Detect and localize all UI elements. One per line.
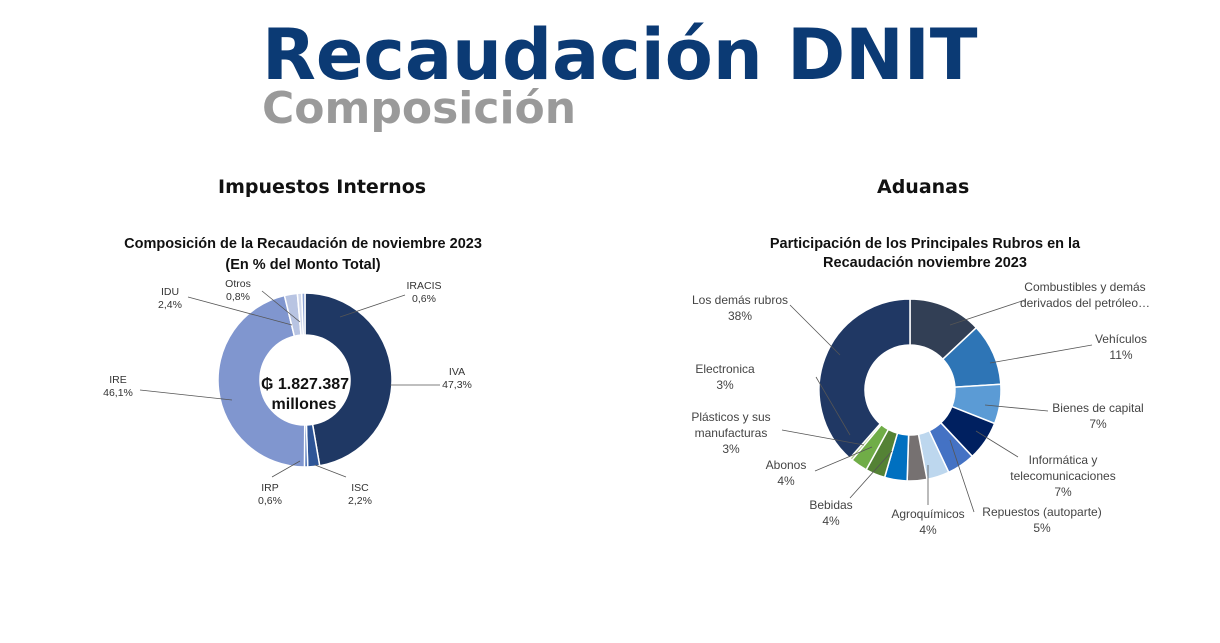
data-label: IRE [109,374,127,386]
data-label: 7% [1089,417,1107,431]
data-label: 2,4% [158,299,182,311]
data-label: Informática y [1029,453,1098,467]
data-label: Agroquímicos [891,507,964,521]
leader-line [814,446,873,472]
slice-ire [217,294,306,468]
chart-title: Participación de los Principales Rubros … [770,236,1081,252]
leader-line [261,290,301,323]
center-unit: millones [272,396,337,413]
data-label: 5% [1033,521,1051,535]
leader-line [984,404,1049,412]
data-label: telecomunicaciones [1010,469,1115,483]
data-label: Plásticos y sus [691,410,770,424]
data-label: ISC [351,482,369,494]
center-amount: ₲ 1.827.387 [261,376,349,393]
data-label: Electronica [695,362,755,376]
leader-line [789,304,841,356]
leader-line [271,460,301,478]
slice-iva [304,292,393,467]
leader-line [949,299,1026,326]
data-label: 46,1% [103,387,133,399]
data-label: derivados del petróleo… [1020,296,1150,310]
chart-subtitle: (En % del Monto Total) [225,257,380,273]
data-label: IRP [261,482,279,494]
chart-subtitle: Recaudación noviembre 2023 [823,255,1027,271]
data-label: Bebidas [809,498,852,512]
data-label: 2,2% [348,495,372,507]
page-title: Recaudación DNIT [262,14,978,96]
section-title-impuestos-internos: Impuestos Internos [218,176,427,198]
data-label: manufacturas [695,426,768,440]
data-label: 0,8% [226,291,250,303]
data-label: Repuestos (autoparte) [982,505,1101,519]
leader-line [815,376,851,436]
data-label: 38% [728,309,752,323]
leader-line [339,294,406,318]
data-label: Otros [225,278,251,290]
leader-line [314,464,347,478]
data-label: Los demás rubros [692,293,788,307]
leader-line [139,389,233,401]
slice-iracis [300,292,306,336]
data-label: 7% [1054,485,1072,499]
leader-line [187,296,293,326]
data-label: 0,6% [258,495,282,507]
data-label: IDU [161,286,179,298]
data-label: Combustibles y demás [1024,280,1145,294]
leader-line [949,439,975,513]
data-label: IRACIS [406,280,441,292]
chart-title: Composición de la Recaudación de noviemb… [124,236,482,252]
leader-line [975,430,1019,458]
page-subtitle: Composición [262,83,577,134]
data-label: IVA [449,366,465,378]
data-label: 3% [722,442,740,456]
data-label: 3% [716,378,734,392]
data-label: Bienes de capital [1052,401,1143,415]
leader-line [781,429,865,446]
chart-impuestos-internos: Composición de la Recaudación de noviemb… [0,225,610,550]
chart-aduanas: Participación de los Principales Rubros … [610,225,1220,550]
data-label: Abonos [766,458,807,472]
leader-line [989,344,1093,364]
donut-chart-impuestos: Composición de la Recaudación de noviemb… [103,236,482,507]
data-label: 4% [822,514,840,528]
data-label: Vehículos [1095,332,1147,346]
data-label: 4% [919,523,937,537]
data-label: 11% [1109,348,1132,362]
slice-los-demas-rubros [818,298,911,460]
data-label: 47,3% [442,379,472,391]
section-title-aduanas: Aduanas [877,176,970,198]
donut-chart-aduanas: Participación de los Principales Rubros … [691,236,1150,537]
data-label: 4% [777,474,795,488]
data-label: 0,6% [412,293,436,305]
leader-line [849,450,893,499]
